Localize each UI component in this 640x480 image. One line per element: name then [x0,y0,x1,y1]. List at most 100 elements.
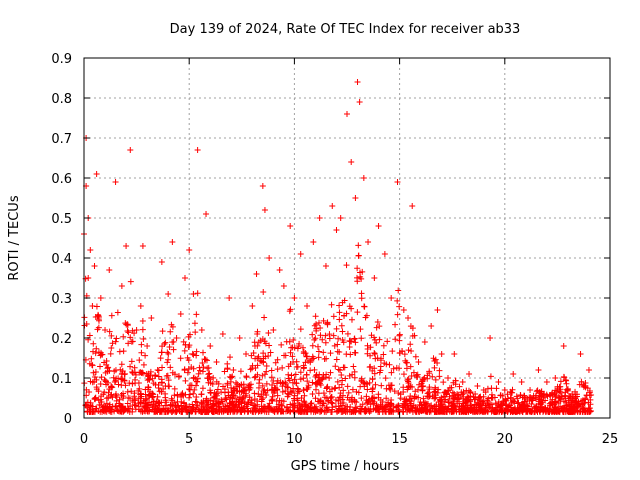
data-point [365,399,372,406]
data-point [471,396,478,403]
data-point [509,386,516,393]
data-point [228,406,235,413]
data-point [439,405,446,412]
data-point [436,373,443,380]
data-point [363,312,370,319]
data-point [346,343,353,350]
data-point-peak [356,99,363,105]
data-point [88,355,95,362]
data-point [274,377,281,384]
data-point [182,377,189,384]
data-point [570,394,577,401]
data-point [305,357,312,364]
data-point [500,399,507,406]
data-point-peak [89,303,96,309]
data-point [129,338,136,345]
data-point [247,366,254,373]
data-point [252,373,259,380]
data-point [353,388,360,395]
data-point [126,408,133,415]
data-point [351,398,358,405]
data-point [264,403,271,410]
data-point [407,393,414,400]
data-point [289,400,296,407]
data-point [258,398,265,405]
data-point [309,379,316,386]
data-point-peak [207,343,214,349]
data-point [287,349,294,356]
data-point [112,338,119,345]
data-point [108,345,115,352]
data-point [251,390,258,397]
data-point [100,408,107,415]
data-point-peak [421,339,428,345]
data-point [514,400,521,407]
data-point [215,406,222,413]
data-point [339,328,346,335]
data-point [361,406,368,413]
data-point [190,390,197,397]
data-point [403,397,410,404]
data-point [410,402,417,409]
data-point [514,395,521,402]
data-point [343,262,350,269]
data-point [164,372,171,379]
data-point [125,340,132,347]
data-point [260,387,267,394]
data-point [263,392,270,399]
data-point [334,408,341,415]
data-point [218,389,225,396]
data-point [427,407,434,414]
data-point [199,400,206,407]
data-point [388,408,395,415]
data-point [432,392,439,399]
data-point [295,408,302,415]
data-point [164,349,171,356]
data-point-peak [459,379,466,385]
data-point [127,334,134,341]
data-point-peak [230,367,237,373]
data-point [295,400,302,407]
data-point [113,335,120,342]
data-point [364,345,371,352]
data-point [87,405,94,412]
data-point [131,397,138,404]
data-point [115,381,122,388]
data-point [156,402,163,409]
data-point [297,369,304,376]
data-point [349,394,356,401]
data-point [198,399,205,406]
data-point-peak [93,171,100,177]
data-point [291,376,298,383]
data-point [326,335,333,342]
data-point-peak [261,207,268,213]
data-point [152,405,159,412]
data-point [448,401,455,408]
data-point [330,332,337,339]
data-point [300,364,307,371]
y-tick-label: 0 [64,412,72,427]
data-point-peak [173,335,180,341]
data-point [463,398,470,405]
data-point [328,399,335,406]
data-point [374,355,381,362]
data-point-peak [438,351,445,357]
data-point [347,351,354,358]
data-point [326,375,333,382]
data-point [300,398,307,405]
data-point [98,349,105,356]
data-point [256,393,263,400]
data-point-peak [501,387,508,393]
data-point [407,363,414,370]
data-point [132,402,139,409]
data-point [159,328,166,335]
data-point [325,398,332,405]
data-point [317,398,324,405]
data-point [193,352,200,359]
data-point [191,386,198,393]
data-point [190,405,197,412]
data-point-peak [287,223,294,229]
data-point [422,400,429,407]
data-point [300,348,307,355]
data-point [465,387,472,394]
